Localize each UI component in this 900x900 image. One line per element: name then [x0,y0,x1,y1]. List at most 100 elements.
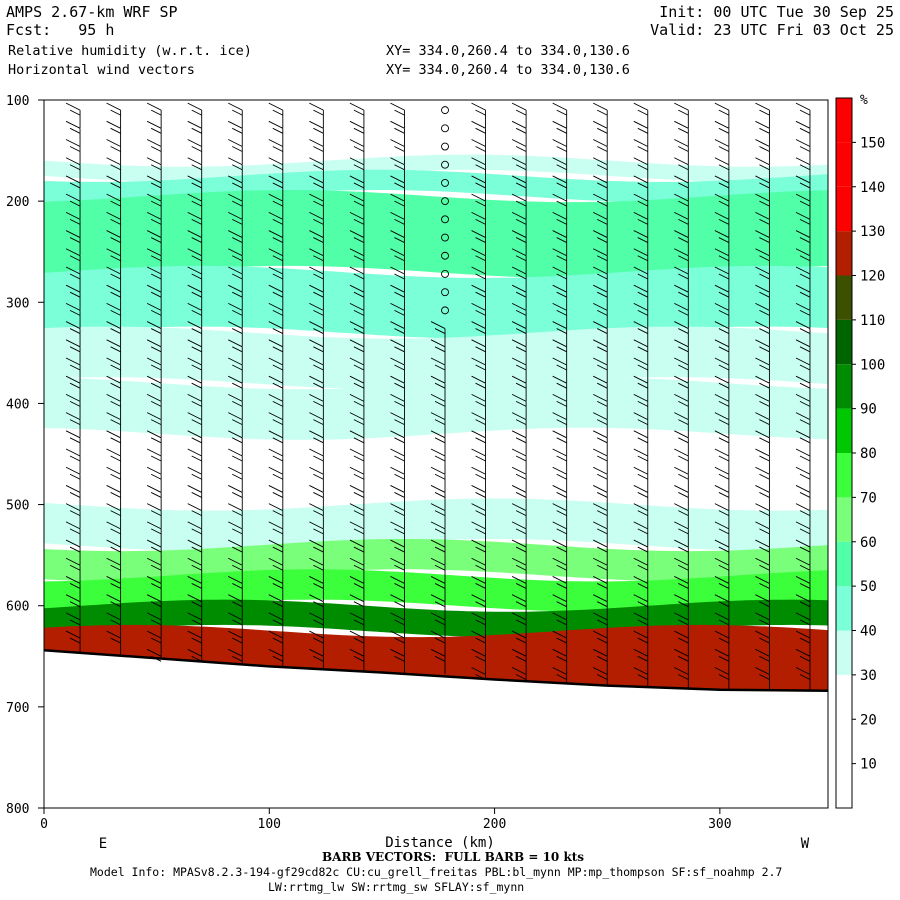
barb-flag [678,637,689,644]
barb-flag [309,339,324,348]
barb-flag [110,382,121,389]
barb-flag [390,521,405,530]
barb-flag [511,394,527,402]
colorbar-label: 140 [860,180,885,196]
barb-flag [714,321,730,329]
barb-flag [799,237,811,243]
barb-flag [718,164,730,171]
barb-flag [637,382,648,389]
barb-flag [313,255,324,262]
barb-flag [232,200,243,207]
barb-flag [471,612,486,621]
barb-flag [471,157,486,166]
barb-flag [511,139,527,147]
barb-flag [146,521,162,530]
barb-flag [556,473,567,480]
barb-flag [110,492,121,498]
barb-flag [597,255,608,262]
barb-flag [515,127,527,134]
barb-flag [795,266,811,275]
barb-flag [390,503,405,512]
barb-flag [106,394,121,402]
barb-flag [232,237,243,243]
barb-flag [755,120,770,129]
barb-flag [268,139,284,147]
barb-flag [637,346,648,353]
barb-flag [65,594,81,603]
barb-flag [799,528,811,535]
barb-flag [313,637,324,644]
barb-flag [755,412,770,421]
barb-flag [228,576,243,584]
barb-flag [146,102,162,111]
barb-flag [146,466,162,475]
barb-flag [69,546,81,553]
barb-flag [106,521,121,530]
barb-flag [146,321,162,329]
colorbar-swatch [836,674,852,720]
barb-flag [795,648,811,657]
barb-flag [353,291,365,298]
barb-flag [515,146,527,152]
barb-flag [228,339,243,348]
calm-barb [441,160,449,169]
barb-flag [146,412,162,421]
barb-flag [799,182,811,189]
barb-flag [394,601,405,608]
barb-flag [674,193,689,202]
barb-flag [106,120,121,129]
barb-flag [678,328,689,334]
barb-flag [430,448,446,457]
barb-flag [150,328,162,334]
barb-flag [309,230,324,238]
barb-flag [597,364,608,371]
barb-flag [471,394,486,402]
barb-flag [674,557,689,566]
barb-flag [714,539,730,548]
barb-flag [597,564,608,571]
barb-flag [232,182,243,189]
barb-flag [718,546,730,553]
barb-flag [759,655,770,662]
barb-flag [146,394,162,402]
barb-flag [674,102,689,111]
barb-flag [515,328,527,334]
barb-flag [759,601,770,608]
barb-flag [268,503,284,512]
barb-flag [678,674,689,680]
barb-flag [718,419,730,426]
barb-flag [633,539,648,548]
barb-flag [272,237,284,243]
barb-flag [309,102,324,111]
barb-flag [394,510,405,517]
barb-flag [313,528,324,535]
barb-flag [633,321,648,329]
barb-flag [430,612,446,621]
barb-flag [593,576,608,584]
calm-barb [441,251,449,260]
barb-flag [394,455,405,462]
barb-flag [430,485,446,493]
barb-flag [65,157,81,166]
barb-flag [475,382,486,389]
barb-flag [678,419,689,426]
barb-flag [394,528,405,535]
barb-flag [390,248,405,257]
barb-flag [390,102,405,111]
barb-flag [313,237,324,243]
barb-flag [515,182,527,189]
barb-flag [146,430,162,439]
barb-flag [65,503,81,512]
barb-flag [187,375,202,384]
barb-flag [795,485,811,493]
barb-flag [430,357,446,366]
barb-flag [597,164,608,171]
barb-flag [187,539,202,548]
barb-flag [678,182,689,189]
barb-flag [556,455,567,462]
barb-flag [268,612,284,621]
barb-flag [552,521,567,530]
colorbar-swatch [836,497,852,542]
barb-flag [475,237,486,243]
barb-flag [556,419,567,426]
